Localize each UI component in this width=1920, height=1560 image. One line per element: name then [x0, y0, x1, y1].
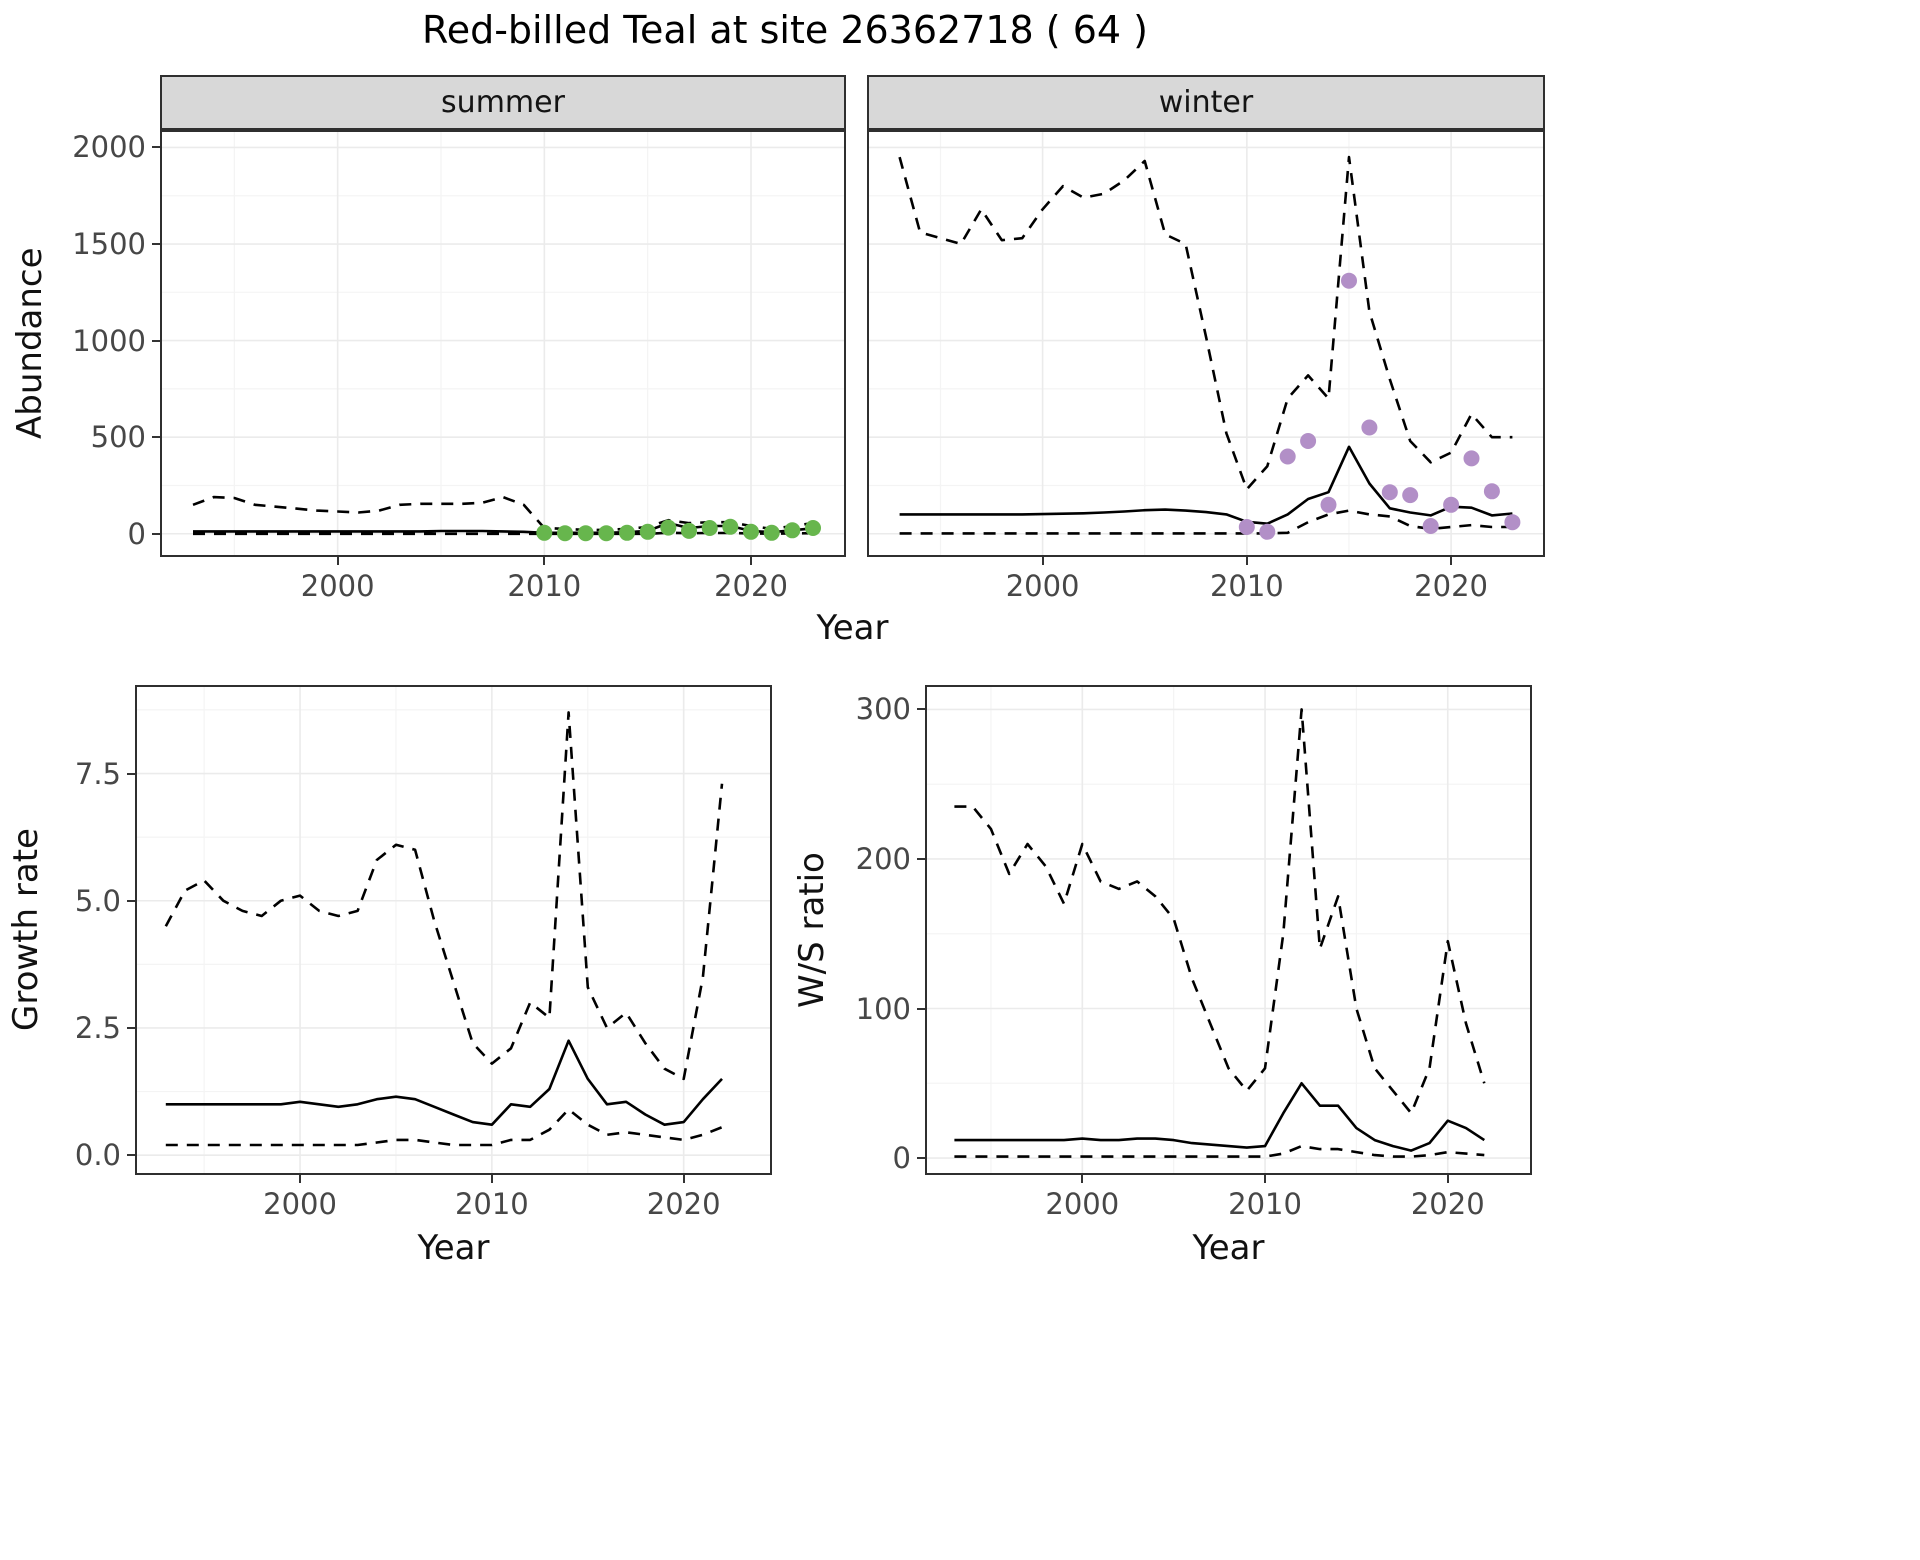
growth-y-axis-title: Growth rate	[6, 828, 46, 1032]
y-axis-tick-label: 200	[855, 841, 911, 876]
y-axis-tick-label: 2000	[72, 130, 146, 165]
panel-abundance-summer	[160, 130, 846, 557]
y-axis-tick-mark	[917, 857, 925, 860]
y-axis-tick-mark	[152, 436, 160, 439]
x-axis-tick-label: 2020	[646, 1187, 721, 1221]
y-axis-tick-mark	[127, 772, 135, 775]
panel-ws-ratio	[925, 685, 1532, 1175]
y-axis-tick-mark	[917, 708, 925, 711]
abundance-y-axis-title: Abundance	[10, 247, 50, 440]
y-axis-tick-label: 500	[90, 420, 146, 455]
y-axis-tick-mark	[917, 1007, 925, 1010]
y-axis-tick-mark	[152, 243, 160, 246]
x-axis-tick-mark	[1041, 557, 1044, 565]
x-axis-tick-label: 2020	[1410, 1187, 1485, 1221]
y-axis-tick-label: 0	[127, 516, 146, 551]
ws-x-axis-title: Year	[1192, 1228, 1265, 1268]
panel-growth-rate	[135, 685, 772, 1175]
x-axis-tick-mark	[1446, 1175, 1449, 1183]
facet-strip-summer: summer	[160, 75, 846, 130]
x-axis-tick-mark	[299, 1175, 302, 1183]
x-axis-tick-mark	[1264, 1175, 1267, 1183]
x-axis-tick-mark	[750, 557, 752, 565]
x-axis-tick-label: 2000	[1045, 1187, 1120, 1221]
y-axis-tick-label: 1500	[72, 227, 146, 262]
y-axis-tick-label: 7.5	[74, 756, 121, 791]
y-axis-tick-mark	[152, 532, 160, 535]
x-axis-tick-mark	[1245, 557, 1248, 565]
x-axis-tick-mark	[336, 557, 339, 565]
y-axis-tick-mark	[127, 1026, 135, 1029]
x-axis-tick-mark	[490, 1175, 493, 1183]
y-axis-tick-label: 1000	[72, 323, 146, 358]
x-axis-tick-label: 2010	[507, 569, 582, 603]
x-axis-tick-label: 2010	[1228, 1187, 1302, 1221]
facet-strip-winter: winter	[867, 75, 1545, 130]
abundance-x-axis-title: Year	[816, 608, 889, 648]
chart-title: Red-billed Teal at site 26362718 ( 64 )	[422, 8, 1148, 52]
x-axis-tick-mark	[1081, 1175, 1084, 1183]
y-axis-tick-mark	[917, 1157, 925, 1160]
y-axis-tick-label: 300	[855, 692, 911, 727]
y-axis-tick-label: 2.5	[74, 1010, 121, 1045]
x-axis-tick-label: 2000	[300, 569, 375, 603]
ws-y-axis-title: W/S ratio	[792, 852, 832, 1008]
x-axis-tick-label: 2020	[1414, 569, 1488, 603]
x-axis-tick-label: 2000	[1005, 569, 1080, 603]
x-axis-tick-mark	[543, 557, 546, 565]
growth-x-axis-title: Year	[417, 1228, 490, 1268]
y-axis-tick-label: 100	[855, 991, 911, 1026]
abundance-figure: Abundance summer winter Year 2000 2010 202…	[0, 70, 1570, 660]
y-axis-tick-label: 5.0	[74, 883, 121, 918]
y-axis-tick-mark	[152, 146, 160, 149]
ws-ratio-figure: W/S ratio Year 2000 2010 2020 0 100 200 300	[790, 660, 1580, 1300]
x-axis-tick-mark	[1450, 557, 1453, 565]
panel-abundance-winter	[867, 130, 1545, 557]
y-axis-tick-label: 0	[892, 1141, 911, 1176]
y-axis-tick-mark	[152, 339, 160, 342]
x-axis-tick-mark	[682, 1175, 685, 1183]
y-axis-tick-label: 0.0	[74, 1138, 121, 1173]
growth-rate-figure: Growth rate Year 2000 2010 2020 0.0 2.5 5.0 7.…	[0, 660, 790, 1300]
y-axis-tick-mark	[127, 899, 135, 902]
x-axis-tick-label: 2000	[263, 1187, 337, 1221]
x-axis-tick-label: 2010	[454, 1187, 529, 1221]
x-axis-tick-label: 2010	[1209, 569, 1284, 603]
x-axis-tick-label: 2020	[714, 569, 788, 603]
y-axis-tick-mark	[127, 1154, 135, 1157]
